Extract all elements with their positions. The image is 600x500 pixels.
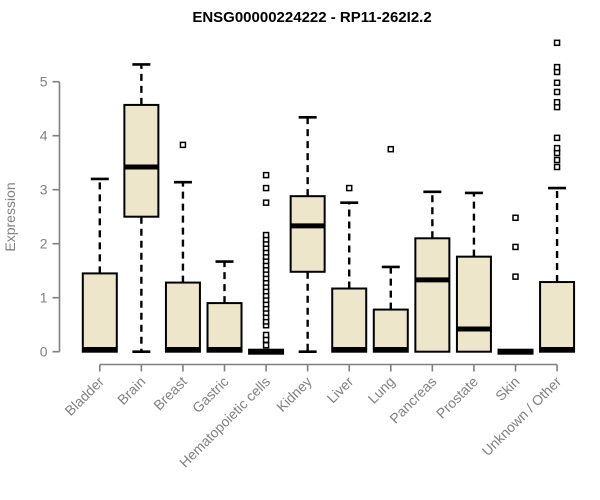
outlier-point xyxy=(512,273,519,280)
iqr-box xyxy=(206,302,243,353)
x-tick-label-liver: Liver xyxy=(324,373,357,406)
x-tick-label-brain: Brain xyxy=(114,373,148,407)
outlier-point xyxy=(553,98,561,106)
y-axis: 0 1 2 3 4 5 xyxy=(40,74,61,360)
collapsed-box-line xyxy=(497,348,534,355)
outlier-point xyxy=(387,145,395,153)
box-skin xyxy=(497,214,534,355)
outlier-point xyxy=(345,184,353,192)
outlier-point xyxy=(553,156,561,164)
outlier-point xyxy=(553,163,561,171)
iqr-box xyxy=(455,255,492,353)
box-pancreas xyxy=(414,190,451,353)
box-bladder xyxy=(81,177,118,353)
outlier-point xyxy=(262,331,270,339)
box-gastric xyxy=(206,260,243,353)
box-hematopoietic-cells xyxy=(248,171,285,355)
x-tick-label-unknown-other: Unknown / Other xyxy=(479,373,565,459)
iqr-box xyxy=(331,287,368,353)
chart-title: ENSG00000224222 - RP11-262I2.2 xyxy=(192,9,431,26)
outlier-point xyxy=(262,341,270,349)
plot-area: 0 1 2 3 4 5 Bladder Brain BreastGastricHematopoi… xyxy=(40,39,576,470)
y-tick-label: 0 xyxy=(40,344,48,360)
y-tick-label: 1 xyxy=(40,290,48,306)
outlier-point xyxy=(262,231,270,239)
x-tick-label-lung: Lung xyxy=(365,373,398,406)
outlier-point xyxy=(179,141,187,149)
iqr-box xyxy=(539,281,576,353)
iqr-box xyxy=(81,272,118,353)
box-lung xyxy=(372,145,409,353)
x-tick-label-kidney: Kidney xyxy=(273,373,315,415)
y-tick-label: 2 xyxy=(40,236,48,252)
outlier-point xyxy=(553,134,561,142)
outlier-point xyxy=(553,88,561,96)
outlier-point xyxy=(553,79,561,87)
iqr-box xyxy=(414,237,451,353)
x-tick-label-bladder: Bladder xyxy=(61,373,107,419)
outlier-point xyxy=(553,63,561,71)
box-liver xyxy=(331,184,368,353)
y-axis-title: Expression xyxy=(2,182,18,251)
outlier-point xyxy=(553,144,561,152)
iqr-box xyxy=(372,308,409,353)
outlier-point xyxy=(512,214,519,222)
iqr-box xyxy=(123,103,160,218)
y-tick-label: 4 xyxy=(40,128,48,144)
outlier-point xyxy=(553,39,561,47)
x-tick-label-breast: Breast xyxy=(150,373,190,413)
x-tick-label-prostate: Prostate xyxy=(433,373,481,421)
box-unknown-other xyxy=(539,39,576,353)
iqr-box xyxy=(289,195,326,273)
outlier-point xyxy=(262,199,270,206)
outlier-point xyxy=(262,184,270,192)
x-tick-label-skin: Skin xyxy=(492,373,523,404)
y-tick-label: 5 xyxy=(40,74,48,90)
iqr-box xyxy=(164,281,201,353)
y-tick-label: 3 xyxy=(40,182,48,198)
outlier-point xyxy=(512,243,519,251)
box-kidney xyxy=(289,116,326,354)
box-breast xyxy=(164,141,201,353)
box-prostate xyxy=(455,191,492,353)
box-brain xyxy=(123,63,160,354)
collapsed-box-line xyxy=(248,348,285,355)
outlier-point xyxy=(262,171,270,179)
